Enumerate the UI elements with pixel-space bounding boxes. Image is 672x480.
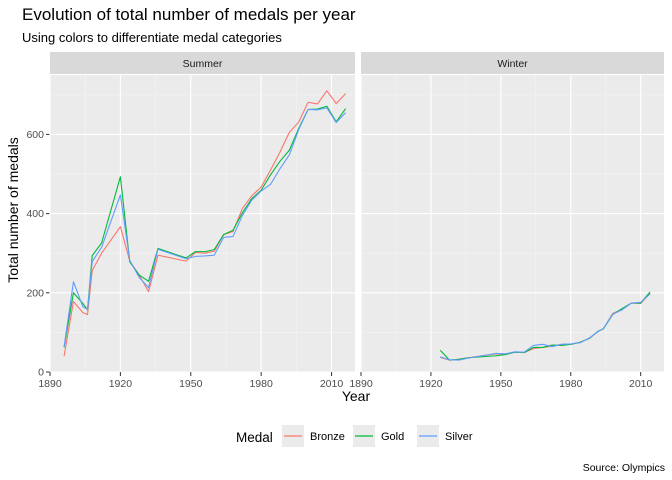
- x-tick-label: 1890: [38, 378, 62, 390]
- x-tick-label: 1950: [489, 378, 513, 390]
- x-tick-label: 2010: [629, 378, 653, 390]
- legend-title: Medal: [236, 430, 273, 445]
- chart-title: Evolution of total number of medals per …: [22, 5, 356, 24]
- y-tick-label: 600: [26, 129, 44, 141]
- panel-background: [50, 75, 355, 372]
- chart-caption: Source: Olympics: [583, 462, 665, 474]
- legend-label: Gold: [381, 431, 404, 443]
- facet-strip-label: Summer: [183, 58, 223, 70]
- legend-label: Bronze: [310, 431, 345, 443]
- y-tick-label: 400: [26, 208, 44, 220]
- x-tick-label: 2010: [320, 378, 344, 390]
- panel-winter: Winter 1890 1920 1950 1980 2010: [349, 52, 664, 390]
- x-tick-label: 1980: [559, 378, 583, 390]
- x-tick-label: 1980: [249, 378, 273, 390]
- panel-background: [361, 75, 664, 372]
- legend-label: Silver: [445, 431, 473, 443]
- series-line-silver: [440, 293, 651, 361]
- y-axis-title: Total number of medals: [5, 137, 21, 283]
- legend-item-gold: Gold: [353, 425, 404, 447]
- legend: Medal Bronze Gold Silver: [236, 425, 473, 447]
- y-tick-label: 0: [38, 367, 44, 379]
- x-tick-label: 1920: [109, 378, 133, 390]
- x-tick-label: 1920: [419, 378, 443, 390]
- series-line-silver: [63, 107, 347, 347]
- y-tick-label: 200: [26, 287, 44, 299]
- x-tick-label: 1890: [349, 378, 373, 390]
- chart-subtitle: Using colors to differentiate medal cate…: [22, 30, 282, 45]
- facet-strip-label: Winter: [497, 58, 528, 70]
- x-tick-label: 1950: [179, 378, 203, 390]
- x-axis-title: Year: [342, 388, 371, 404]
- legend-item-silver: Silver: [417, 425, 473, 447]
- panel-summer: Summer 1890 1920 1950 1980 2010: [38, 52, 355, 390]
- facet-strip: [50, 52, 355, 74]
- series-line-bronze: [63, 90, 347, 357]
- facet-strip: [361, 52, 664, 74]
- legend-item-bronze: Bronze: [282, 425, 345, 447]
